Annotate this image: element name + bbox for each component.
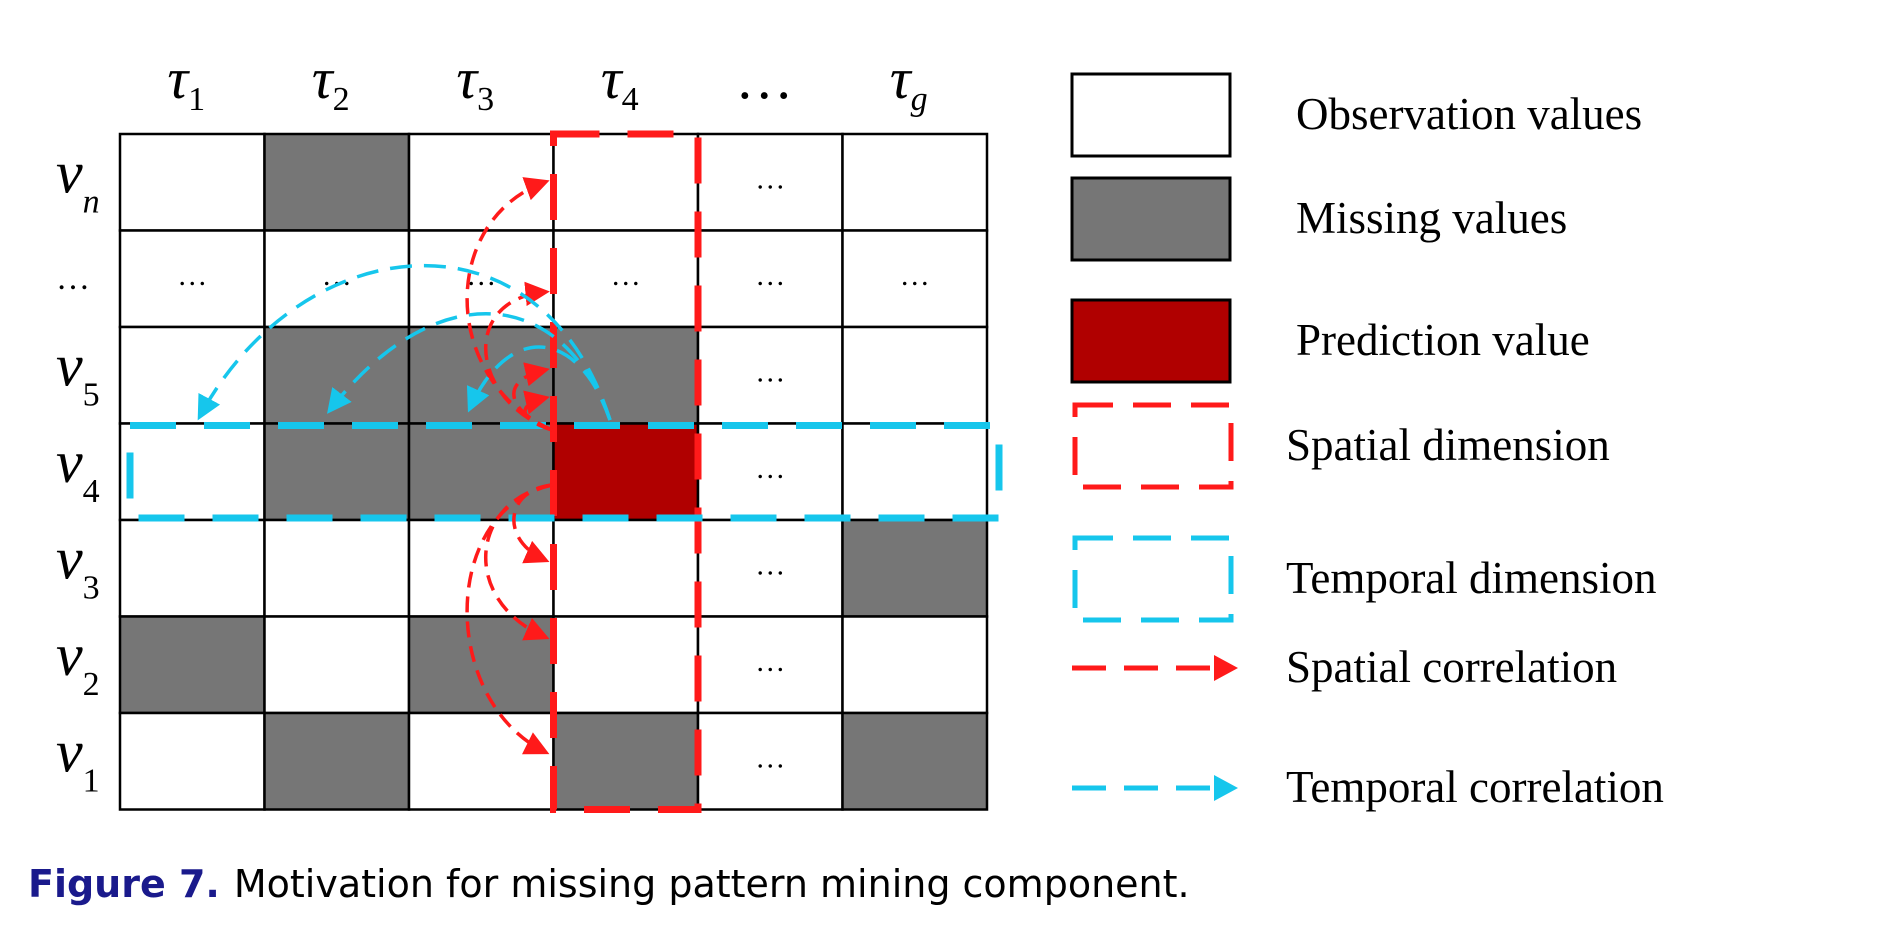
cell-dots-r2-c6 bbox=[841, 229, 989, 329]
row-header-4: v4 bbox=[56, 429, 100, 510]
cell-obs-r6-c4 bbox=[552, 615, 700, 715]
legend-spatial-corr-arrowhead bbox=[1214, 655, 1238, 681]
spatial-correlation-arrow-1 bbox=[465, 177, 553, 432]
legend-temporal-corr-arrowhead bbox=[1214, 775, 1238, 801]
correlation-arrows bbox=[197, 177, 612, 755]
cell-ellipsis: … bbox=[900, 259, 930, 292]
cell-ellipsis: … bbox=[611, 259, 641, 292]
cell-obs-r5-c4 bbox=[552, 518, 700, 618]
cell-obs-r1-c3 bbox=[407, 132, 555, 232]
cell-obs-r7-c1 bbox=[118, 711, 266, 811]
legend-pred-swatch bbox=[1070, 298, 1232, 384]
row-header-1: vn bbox=[56, 139, 100, 220]
row-header-6: v2 bbox=[56, 622, 100, 703]
cell-ellipsis: … bbox=[322, 259, 352, 292]
cell-miss-r5-c6 bbox=[841, 518, 989, 618]
cell-obs-r6-c6 bbox=[841, 615, 989, 715]
column-header-1: τ1 bbox=[167, 46, 205, 118]
legend-miss-swatch bbox=[1070, 176, 1232, 262]
cell-ellipsis: … bbox=[755, 355, 785, 388]
row-header-5: v3 bbox=[56, 525, 100, 606]
legend-pred-label: Prediction value bbox=[1296, 315, 1590, 365]
cell-ellipsis: … bbox=[755, 645, 785, 678]
row-header-2: … bbox=[56, 260, 90, 297]
cell-miss-r4-c3 bbox=[407, 422, 555, 522]
cell-ellipsis: … bbox=[755, 259, 785, 292]
column-header-4: τ4 bbox=[601, 46, 639, 118]
legend-spatial-dim-swatch bbox=[1072, 402, 1234, 490]
legend-obs-label: Observation values bbox=[1296, 89, 1642, 139]
cell-obs-r4-c1 bbox=[118, 422, 266, 522]
cell-obs-r1-c6 bbox=[841, 132, 989, 232]
legend-miss-label: Missing values bbox=[1296, 193, 1567, 243]
legend-spatial-corr-label: Spatial correlation bbox=[1286, 642, 1617, 692]
legend: Observation values Missing values Predicti… bbox=[1070, 72, 1664, 812]
cell-obs-r4-c6 bbox=[841, 422, 989, 522]
legend-temporal-dim-swatch bbox=[1072, 535, 1234, 623]
cell-miss-r7-c4 bbox=[552, 711, 700, 811]
temporal-dimension-box bbox=[126, 422, 1003, 522]
column-header-3: τ3 bbox=[456, 46, 494, 118]
cell-dots-r6-c5 bbox=[696, 615, 844, 715]
cell-obs-r5-c1 bbox=[118, 518, 266, 618]
temporal-correlation-arrow-3 bbox=[466, 345, 612, 421]
cell-obs-r6-c2 bbox=[263, 615, 411, 715]
cell-dots-r2-c4 bbox=[552, 229, 700, 329]
cell-obs-r5-c2 bbox=[263, 518, 411, 618]
cell-obs-r7-c3 bbox=[407, 711, 555, 811]
row-header-7: v1 bbox=[56, 718, 100, 799]
cell-miss-r3-c4 bbox=[552, 325, 700, 425]
cell-miss-r6-c1 bbox=[118, 615, 266, 715]
cell-dots-r2-c3 bbox=[407, 229, 555, 329]
cell-dots-r2-c2 bbox=[263, 229, 411, 329]
cell-ellipsis: … bbox=[755, 741, 785, 774]
temporal-correlation-arrow-1 bbox=[197, 263, 612, 421]
caption-text: Motivation for missing pattern mining co… bbox=[233, 862, 1190, 906]
legend-spatial-dim-label: Spatial dimension bbox=[1286, 420, 1610, 470]
cell-obs-r3-c1 bbox=[118, 325, 266, 425]
cell-miss-r7-c6 bbox=[841, 711, 989, 811]
cell-miss-r6-c3 bbox=[407, 615, 555, 715]
spatial-correlation-arrow-4 bbox=[523, 390, 553, 432]
figure-caption: Figure 7. Motivation for missing pattern … bbox=[28, 862, 1190, 906]
column-header-5: … bbox=[735, 46, 793, 111]
caption-label: Figure 7. bbox=[28, 862, 220, 906]
cell-obs-r5-c3 bbox=[407, 518, 555, 618]
column-header-2: τ2 bbox=[312, 46, 350, 118]
cell-ellipsis: … bbox=[755, 548, 785, 581]
grid-labels: τ1 τ2 τ3 τ4 … τg vn … v5 v4 v3 v2 v1 bbox=[56, 46, 928, 799]
dimension-overlays bbox=[126, 130, 1003, 813]
spatial-dimension-box bbox=[550, 130, 702, 813]
spatial-correlation-arrow-7 bbox=[465, 483, 553, 755]
cell-obs-r1-c1 bbox=[118, 132, 266, 232]
cell-obs-r3-c6 bbox=[841, 325, 989, 425]
cell-ellipsis: … bbox=[177, 259, 207, 292]
cell-miss-r1-c2 bbox=[263, 132, 411, 232]
cell-miss-r3-c2 bbox=[263, 325, 411, 425]
column-header-6: τg bbox=[890, 46, 928, 118]
legend-temporal-dim-label: Temporal dimension bbox=[1286, 553, 1657, 603]
cell-dots-r2-c5 bbox=[696, 229, 844, 329]
legend-obs-swatch bbox=[1070, 72, 1232, 158]
cell-miss-r4-c2 bbox=[263, 422, 411, 522]
row-header-3: v5 bbox=[56, 332, 100, 413]
cell-pred-r4-c4 bbox=[552, 422, 700, 522]
cell-ellipsis: … bbox=[755, 162, 785, 195]
cell-ellipsis: … bbox=[755, 452, 785, 485]
grid-cells: ……………………………… bbox=[118, 132, 989, 811]
cell-miss-r7-c2 bbox=[263, 711, 411, 811]
cell-dots-r7-c5 bbox=[696, 711, 844, 811]
legend-temporal-corr-label: Temporal correlation bbox=[1286, 762, 1664, 812]
cell-obs-r1-c4 bbox=[552, 132, 700, 232]
